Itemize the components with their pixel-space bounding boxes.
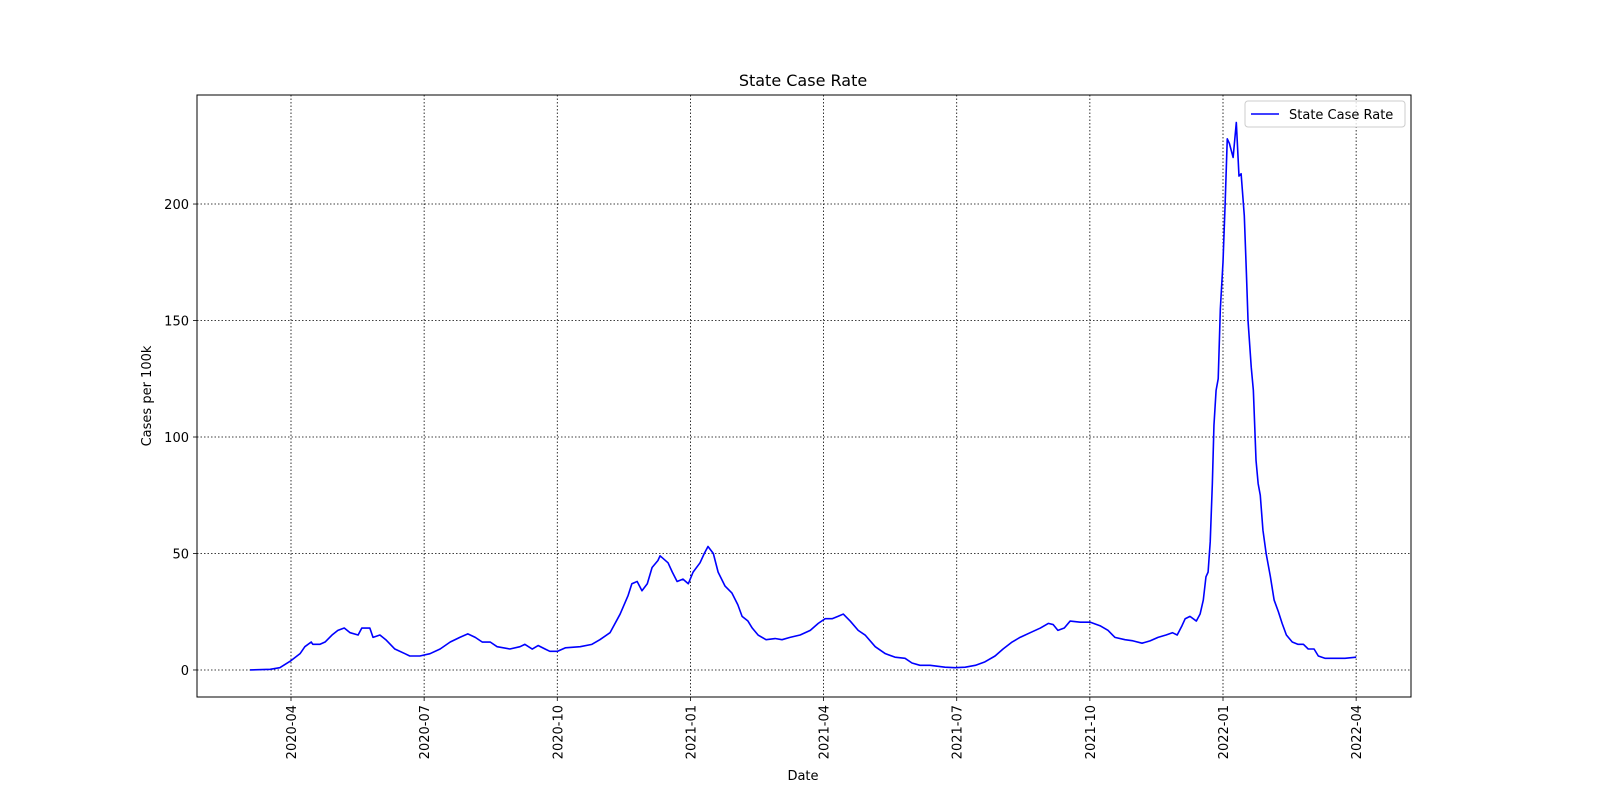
x-tick-label: 2020-04 [285, 705, 300, 759]
x-axis-label: Date [787, 769, 818, 784]
plot-frame [196, 94, 1412, 698]
y-axis-label: Cases per 100k [140, 345, 155, 446]
y-tick-label: 100 [164, 431, 189, 446]
y-tick-label: 50 [172, 547, 189, 562]
x-tick-label: 2021-04 [818, 705, 833, 759]
legend-box [1244, 100, 1406, 128]
legend: State Case Rate [1244, 100, 1406, 128]
y-tick-label: 0 [181, 664, 189, 679]
x-tick-label: 2022-01 [1217, 705, 1232, 759]
x-tick-label: 2021-01 [684, 705, 699, 759]
x-tick-label: 2021-10 [1084, 705, 1099, 759]
x-tick-label: 2020-07 [418, 705, 433, 759]
x-tick-label: 2021-07 [951, 705, 966, 759]
y-tick-label: 150 [164, 315, 189, 330]
x-tick-label: 2020-10 [551, 705, 566, 759]
data-line [249, 121, 1357, 671]
chart-title: State Case Rate [739, 71, 867, 90]
y-tick-label: 200 [164, 198, 189, 213]
legend-label: State Case Rate [1289, 108, 1393, 123]
x-tick-label: 2022-04 [1350, 705, 1365, 759]
